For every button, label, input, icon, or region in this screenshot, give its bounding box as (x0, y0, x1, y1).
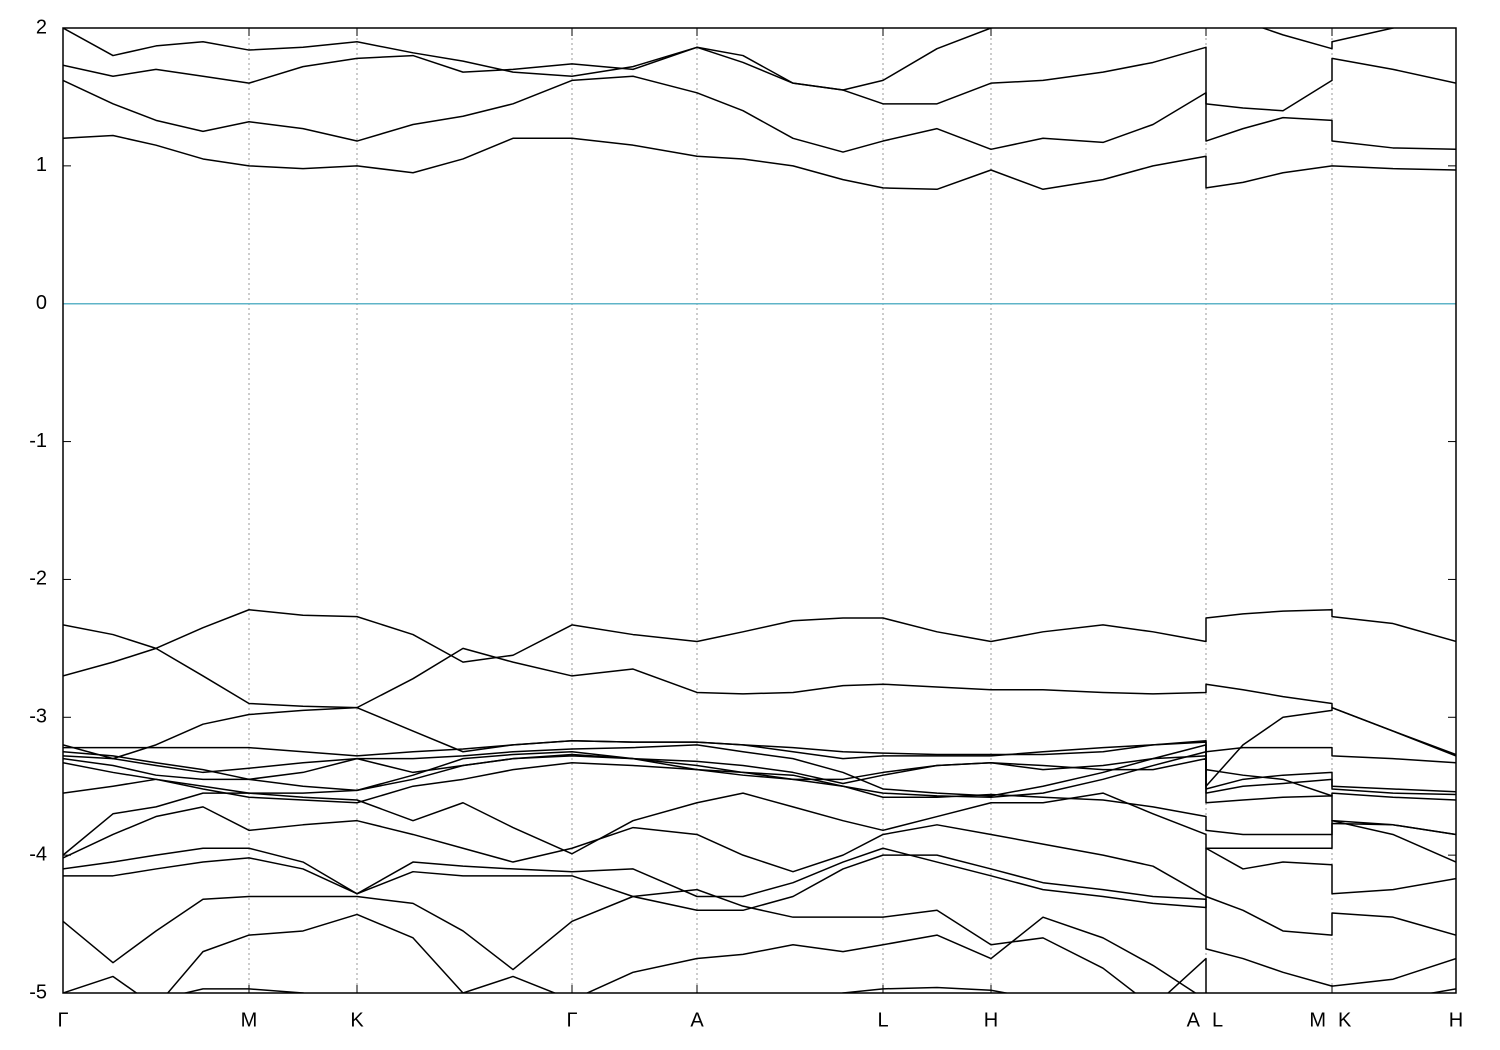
x-tick-label: A (1187, 1009, 1201, 1031)
band-line (63, 755, 1456, 801)
band-line (63, 854, 1456, 987)
band-line (63, 706, 1456, 787)
band-line (63, 847, 1456, 936)
band-line (63, 751, 1456, 798)
x-tick-label: A (690, 1009, 704, 1031)
x-tick-label: H (1449, 1009, 1463, 1031)
y-tick-label: -5 (29, 981, 47, 1003)
band-line (63, 792, 1456, 863)
y-tick-label: 0 (36, 292, 47, 314)
plot-frame (62, 27, 1457, 994)
band-line (63, 647, 1456, 757)
band-line (63, 888, 1456, 993)
band-line (63, 751, 1456, 836)
band-line (63, 609, 1456, 663)
x-tick-label: K (1338, 1009, 1352, 1031)
band-line (63, 28, 1397, 91)
x-tick-label: K (350, 1009, 364, 1031)
band-line (182, 986, 1010, 993)
band-line (63, 46, 1456, 112)
y-tick-label: -1 (29, 430, 47, 452)
x-tick-label: L (1212, 1009, 1223, 1031)
y-tick-label: -3 (29, 706, 47, 728)
band-line (63, 75, 1456, 153)
bands (63, 28, 1456, 993)
y-tick-label: 1 (36, 154, 47, 176)
x-tick-label: H (984, 1009, 998, 1031)
x-tick-label: Γ (566, 1009, 577, 1031)
band-line (63, 134, 1456, 191)
y-tick-label: -2 (29, 568, 47, 590)
band-line (63, 744, 1456, 797)
band-line (63, 913, 1197, 993)
x-tick-label: M (1309, 1009, 1326, 1031)
x-tick-label: Γ (57, 1009, 68, 1031)
y-tick-label: 2 (36, 16, 47, 38)
y-tick-label: -4 (29, 843, 47, 865)
band-line (63, 762, 1456, 836)
band-line (63, 806, 1456, 898)
band-line (63, 739, 1456, 764)
x-tick-label: M (241, 1009, 258, 1031)
x-tick-label: L (877, 1009, 888, 1031)
